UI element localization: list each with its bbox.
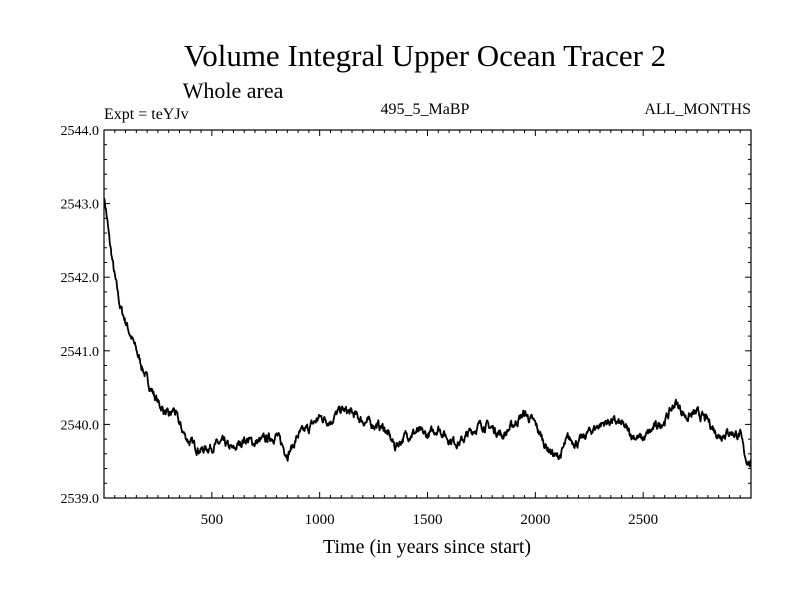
y-tick-label: 2543.0	[61, 198, 100, 213]
y-tick-label: 2540.0	[61, 418, 100, 433]
period-label: 495_5_MaBP	[381, 101, 470, 118]
x-tick-label: 500	[201, 512, 224, 528]
y-tick-label: 2541.0	[61, 345, 100, 360]
x-tick-label: 1500	[413, 512, 443, 528]
y-tick-label: 2544.0	[61, 124, 100, 139]
x-tick-label: 2000	[520, 512, 550, 528]
months-label: ALL_MONTHS	[644, 101, 751, 118]
y-axis: 2539.0 2540.0 2541.0 2542.0 2543.0 2544.0	[61, 124, 751, 507]
chart-title: Volume Integral Upper Ocean Tracer 2	[184, 38, 666, 73]
x-axis-label: Time (in years since start)	[323, 536, 531, 558]
chart-subtitle: Whole area	[183, 78, 284, 103]
y-tick-label: 2539.0	[61, 492, 100, 507]
y-tick-label: 2542.0	[61, 271, 100, 286]
x-tick-label: 1000	[305, 512, 335, 528]
series-line	[104, 197, 751, 468]
x-tick-label: 2500	[628, 512, 658, 528]
expt-label: Expt = teYJv	[104, 106, 189, 123]
plot-frame	[103, 129, 752, 499]
x-axis: 500 1000 1500 2000 2500	[114, 130, 741, 528]
